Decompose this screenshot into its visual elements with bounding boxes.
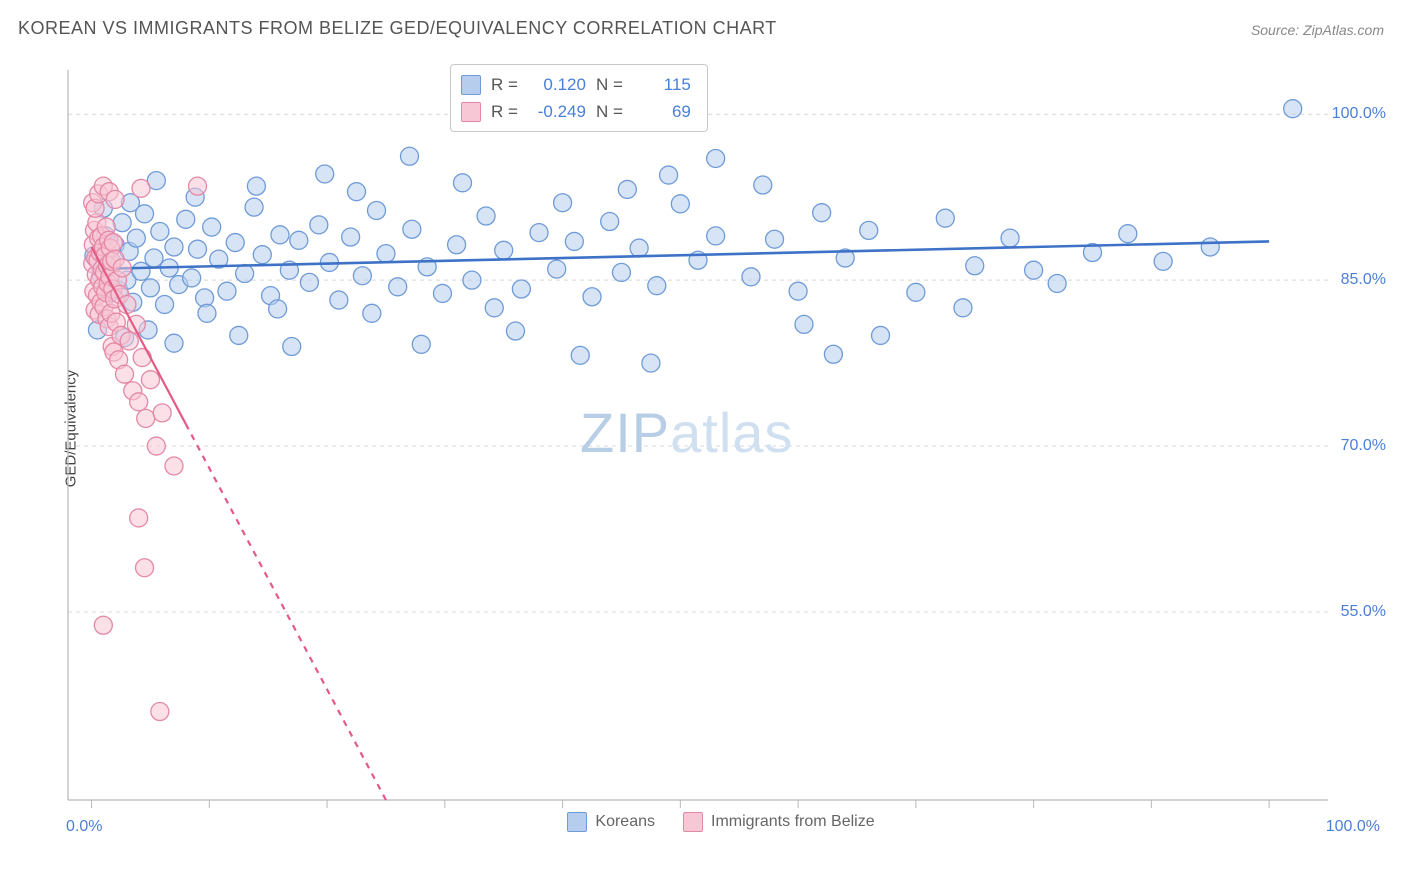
r-value: 0.120 — [528, 71, 586, 98]
r-label: R = — [491, 71, 518, 98]
y-tick: 100.0% — [1332, 105, 1386, 123]
n-label: N = — [596, 98, 623, 125]
source-attribution: Source: ZipAtlas.com — [1251, 22, 1384, 38]
y-tick: 85.0% — [1341, 271, 1386, 289]
correlation-legend-row-1: R = 0.120 N = 115 — [461, 71, 691, 98]
swatch-koreans — [461, 75, 481, 95]
r-label: R = — [491, 98, 518, 125]
swatch-belize — [683, 812, 703, 832]
chart-area: 0.0% 100.0% 100.0%85.0%70.0%55.0% Korean… — [58, 60, 1384, 840]
series-label: Immigrants from Belize — [711, 813, 875, 831]
n-label: N = — [596, 71, 623, 98]
swatch-koreans — [567, 812, 587, 832]
series-legend-item-koreans: Koreans — [567, 812, 655, 832]
y-tick: 55.0% — [1341, 603, 1386, 621]
r-value: -0.249 — [528, 98, 586, 125]
scatter-chart — [58, 60, 1384, 840]
series-label: Koreans — [595, 813, 655, 831]
n-value: 69 — [633, 98, 691, 125]
n-value: 115 — [633, 71, 691, 98]
correlation-legend: R = 0.120 N = 115 R = -0.249 N = 69 — [450, 64, 708, 132]
series-legend: Koreans Immigrants from Belize — [58, 812, 1384, 832]
swatch-belize — [461, 102, 481, 122]
series-legend-item-belize: Immigrants from Belize — [683, 812, 875, 832]
correlation-legend-row-2: R = -0.249 N = 69 — [461, 98, 691, 125]
y-tick: 70.0% — [1341, 437, 1386, 455]
chart-title: KOREAN VS IMMIGRANTS FROM BELIZE GED/EQU… — [18, 18, 777, 39]
